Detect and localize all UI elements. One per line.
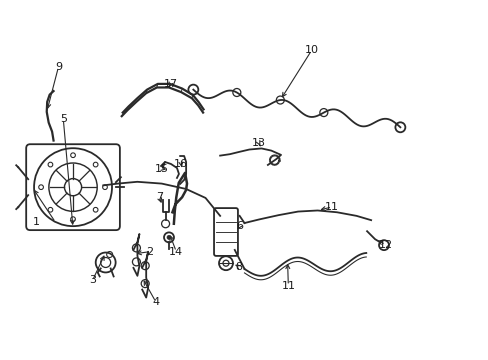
Text: 5: 5 (60, 114, 67, 124)
Text: 9: 9 (55, 62, 62, 72)
Text: 2: 2 (145, 247, 153, 257)
Text: 17: 17 (163, 79, 177, 89)
Text: 14: 14 (169, 247, 183, 257)
Text: 11: 11 (325, 202, 339, 212)
Text: 1: 1 (32, 217, 40, 227)
Text: 15: 15 (154, 163, 168, 174)
Text: 4: 4 (152, 297, 159, 307)
Text: 16: 16 (174, 159, 188, 169)
Text: 13: 13 (252, 139, 265, 148)
Circle shape (167, 235, 171, 239)
Text: 6: 6 (236, 221, 243, 231)
Text: 12: 12 (378, 239, 392, 249)
Text: 8: 8 (235, 262, 242, 272)
Text: 7: 7 (155, 192, 163, 202)
Text: 11: 11 (281, 281, 295, 291)
Text: 10: 10 (304, 45, 318, 55)
Text: 3: 3 (89, 275, 96, 285)
